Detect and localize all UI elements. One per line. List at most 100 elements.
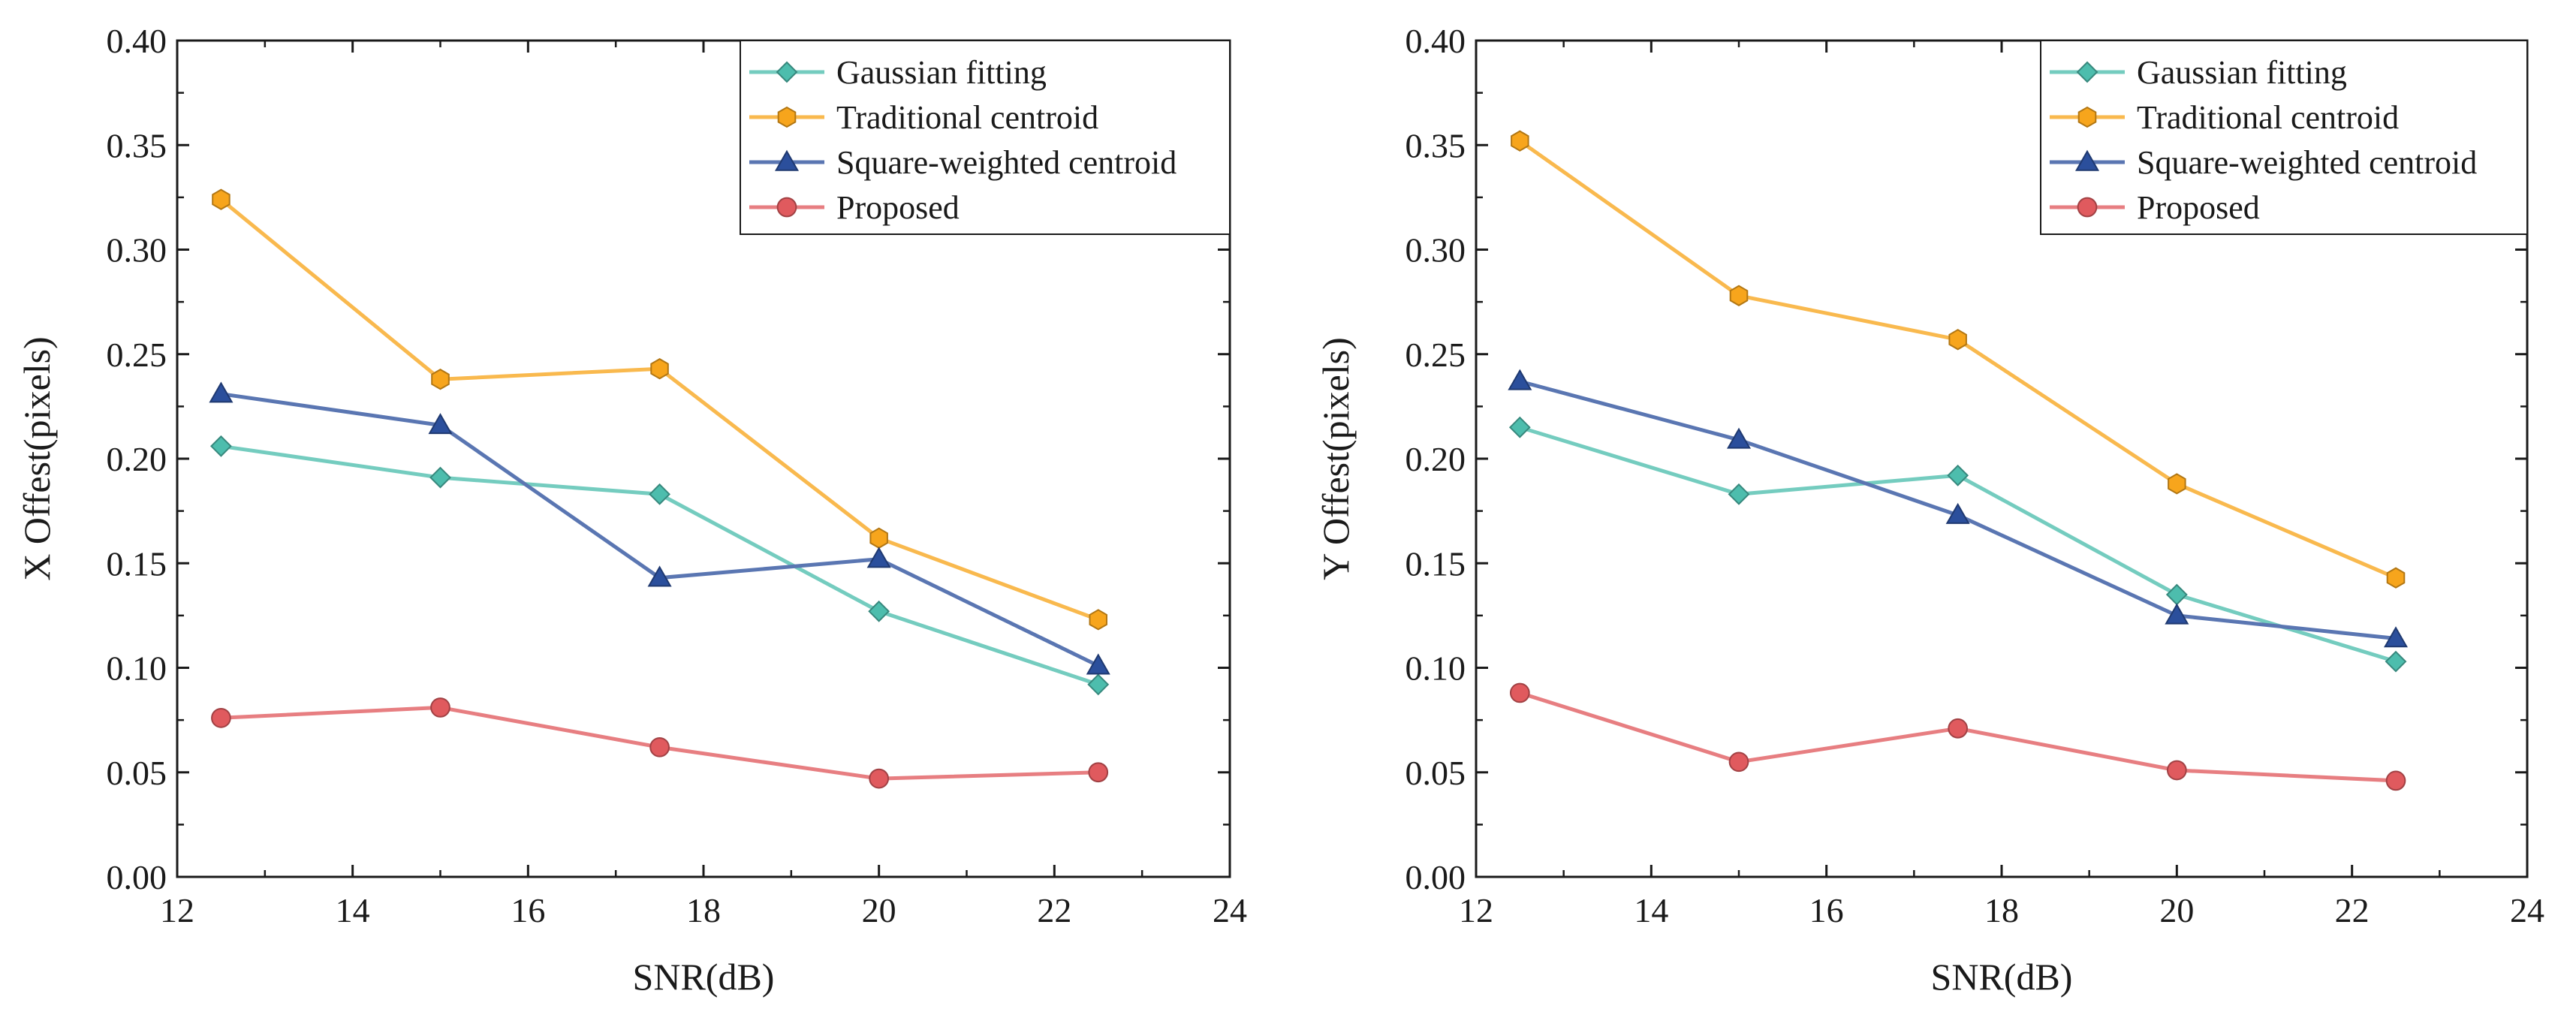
data-point bbox=[1087, 673, 1110, 696]
y-axis-label: X Offest(pixels) bbox=[16, 336, 58, 580]
x-tick-label: 18 bbox=[686, 891, 721, 929]
data-point bbox=[2383, 626, 2409, 648]
data-point bbox=[1509, 682, 1530, 703]
data-point bbox=[2385, 650, 2407, 673]
x-tick-label: 20 bbox=[2159, 891, 2194, 929]
legend-marker bbox=[774, 149, 800, 171]
data-point bbox=[1729, 285, 1749, 306]
data-point bbox=[650, 358, 669, 380]
legend-label: Gaussian fitting bbox=[2137, 54, 2347, 91]
data-point bbox=[868, 600, 890, 622]
data-point bbox=[869, 527, 888, 549]
data-point bbox=[1089, 609, 1107, 631]
x-tick-label: 16 bbox=[511, 891, 545, 929]
data-point bbox=[2385, 770, 2406, 791]
legend-marker bbox=[776, 61, 798, 83]
y-tick-label: 0.20 bbox=[1406, 440, 1466, 478]
x-axis-label: SNR(dB) bbox=[633, 956, 775, 998]
y-tick-label: 0.35 bbox=[107, 126, 167, 164]
data-point bbox=[869, 768, 890, 789]
y-tick-label: 0.35 bbox=[1406, 126, 1466, 164]
legend-marker bbox=[777, 106, 797, 128]
legend: Gaussian fitting Traditional centroid Squa… bbox=[740, 40, 1231, 235]
data-point bbox=[1511, 130, 1529, 152]
chart-panel-2: 12 14 16 18 20 22 24 0.00 0.05 0.10 0.15 0.20 0.25 0.… bbox=[1315, 22, 2544, 998]
series-line-3 bbox=[221, 392, 1099, 667]
data-point bbox=[2168, 473, 2186, 495]
data-point bbox=[2166, 760, 2187, 781]
legend-marker bbox=[2074, 149, 2100, 171]
series-line-1 bbox=[221, 444, 1099, 687]
y-tick-label: 0.10 bbox=[107, 649, 167, 688]
y-tick-label: 0.30 bbox=[107, 231, 167, 270]
y-axis-label: Y Offest(pixels) bbox=[1315, 337, 1357, 580]
data-point bbox=[429, 466, 451, 489]
x-tick-label: 22 bbox=[1037, 891, 1071, 929]
x-tick-label: 12 bbox=[1459, 891, 1493, 929]
y-tick-label: 0.10 bbox=[1406, 649, 1466, 688]
x-tick-label: 14 bbox=[336, 891, 370, 929]
y-tick-label: 0.00 bbox=[107, 858, 167, 896]
legend-marker bbox=[2077, 106, 2097, 128]
x-tick-label: 22 bbox=[2335, 891, 2370, 929]
data-point bbox=[1726, 427, 1752, 449]
legend-label: Gaussian fitting bbox=[836, 54, 1047, 91]
data-point bbox=[430, 697, 450, 718]
data-point bbox=[431, 369, 450, 390]
data-point bbox=[1945, 502, 1970, 524]
y-tick-label: 0.20 bbox=[107, 440, 167, 478]
x-tick-label: 20 bbox=[862, 891, 896, 929]
data-point bbox=[1948, 718, 1969, 739]
data-point bbox=[210, 435, 232, 457]
x-tick-label: 12 bbox=[160, 891, 194, 929]
legend-label: Square-weighted centroid bbox=[836, 144, 1177, 181]
legend-marker bbox=[2076, 61, 2098, 83]
data-point bbox=[647, 565, 672, 587]
data-point bbox=[649, 483, 670, 505]
data-point bbox=[649, 736, 670, 757]
data-point bbox=[866, 547, 891, 568]
data-point bbox=[2165, 583, 2188, 606]
legend: Gaussian fitting Traditional centroid Squa… bbox=[2040, 40, 2528, 235]
series-line-2 bbox=[219, 197, 1099, 622]
y-tick-label: 0.05 bbox=[1406, 754, 1466, 792]
data-point bbox=[212, 188, 230, 210]
data-point bbox=[428, 413, 453, 435]
x-axis-label: SNR(dB) bbox=[1931, 956, 2073, 998]
y-tick-label: 0.00 bbox=[1406, 858, 1466, 896]
data-point bbox=[1947, 464, 1969, 486]
legend-marker bbox=[2077, 197, 2098, 218]
data-point bbox=[2386, 567, 2406, 589]
data-point bbox=[1508, 369, 1532, 390]
legend-label: Square-weighted centroid bbox=[2137, 144, 2477, 181]
legend-label: Traditional centroid bbox=[2137, 99, 2399, 136]
x-tick-label: 16 bbox=[1809, 891, 1844, 929]
y-tick-label: 0.40 bbox=[1406, 22, 1466, 60]
x-tick-label: 24 bbox=[1213, 891, 1247, 929]
data-point bbox=[1948, 329, 1967, 351]
y-tick-label: 0.40 bbox=[107, 22, 167, 60]
x-tick-label: 14 bbox=[1634, 891, 1668, 929]
y-tick-label: 0.25 bbox=[1406, 336, 1466, 374]
data-point bbox=[1728, 483, 1750, 505]
legend-marker bbox=[776, 197, 797, 218]
x-tick-label: 24 bbox=[2510, 891, 2544, 929]
y-tick-label: 0.05 bbox=[107, 754, 167, 792]
data-point bbox=[211, 707, 231, 728]
data-point bbox=[1088, 762, 1109, 783]
y-tick-label: 0.15 bbox=[1406, 544, 1466, 583]
legend-label: Proposed bbox=[836, 189, 960, 226]
data-point bbox=[1728, 751, 1749, 773]
data-point bbox=[1086, 653, 1110, 675]
y-tick-label: 0.25 bbox=[107, 336, 167, 374]
legend-label: Traditional centroid bbox=[836, 99, 1098, 136]
x-tick-label: 18 bbox=[1984, 891, 2019, 929]
data-point bbox=[2165, 603, 2189, 625]
legend-label: Proposed bbox=[2137, 189, 2260, 226]
chart-panel-1: 12 14 16 18 20 22 24 0.00 0.05 0.10 0.15 0.20 0.25 0.… bbox=[16, 22, 1247, 998]
y-tick-label: 0.15 bbox=[107, 544, 167, 583]
data-point bbox=[1508, 416, 1531, 438]
y-tick-label: 0.30 bbox=[1406, 231, 1466, 270]
data-point bbox=[209, 381, 233, 403]
